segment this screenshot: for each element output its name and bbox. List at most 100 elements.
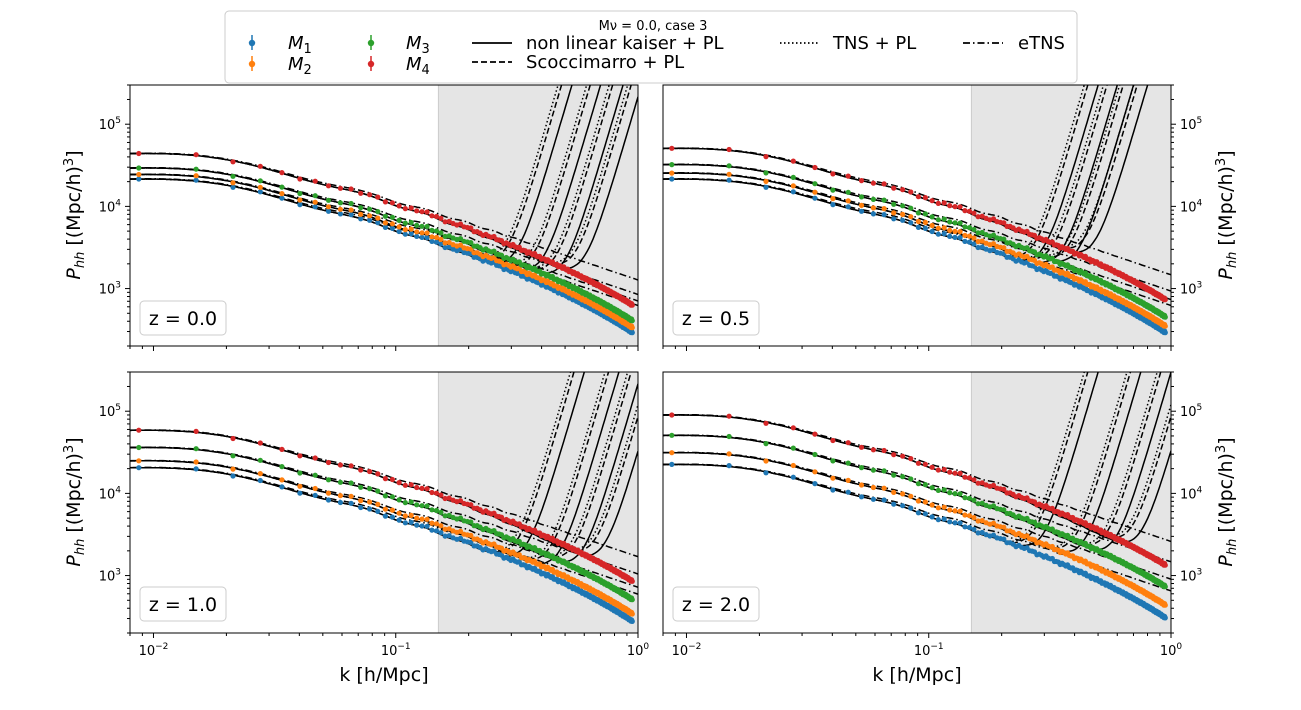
data-point-m4 xyxy=(337,185,343,191)
data-point-m3 xyxy=(367,206,373,212)
data-point-m3 xyxy=(408,219,414,226)
data-point-m4 xyxy=(941,466,947,473)
data-point-m3 xyxy=(915,481,922,487)
data-point-m1 xyxy=(375,220,381,226)
data-point-m1 xyxy=(402,231,408,237)
legend-marker-m3 xyxy=(367,39,375,47)
data-point-m4 xyxy=(468,502,474,508)
y-tick-label: 105 xyxy=(99,403,121,420)
data-point-m2 xyxy=(414,229,420,235)
y-tick-label: 104 xyxy=(99,198,122,215)
legend-marker-m4 xyxy=(367,60,375,68)
data-point-m3 xyxy=(966,495,973,501)
data-point-m1 xyxy=(908,220,914,226)
data-point-m4 xyxy=(408,482,414,488)
data-point-m2 xyxy=(382,506,388,512)
data-point-m1 xyxy=(396,228,402,235)
data-point-m1 xyxy=(257,189,263,195)
data-point-m3 xyxy=(257,178,263,184)
data-point-m4 xyxy=(375,471,381,477)
data-point-m3 xyxy=(922,482,929,488)
model-curve-dotted-m3 xyxy=(663,85,1121,257)
data-point-m1 xyxy=(870,496,877,502)
data-point-m3 xyxy=(468,240,474,246)
data-point-m3 xyxy=(669,432,675,438)
data-point-m1 xyxy=(858,208,865,214)
data-point-m2 xyxy=(408,226,414,232)
data-point-m2 xyxy=(279,477,285,483)
data-point-m1 xyxy=(325,208,332,214)
data-point-m2 xyxy=(325,490,332,496)
data-point-m4 xyxy=(414,484,420,491)
data-point-m3 xyxy=(870,196,877,202)
data-point-m1 xyxy=(830,487,836,493)
data-point-m1 xyxy=(1001,536,1007,542)
data-point-m1 xyxy=(845,489,851,495)
y-tick-label: 103 xyxy=(1180,281,1202,298)
data-point-m3 xyxy=(790,174,796,180)
y-axis-label-bottom-right: Phh [(Mpc/h)3] xyxy=(1214,437,1240,566)
data-point-m3 xyxy=(402,500,408,506)
redshift-label: z = 1.0 xyxy=(149,594,217,616)
data-point-m3 xyxy=(257,457,263,463)
data-point-m4 xyxy=(929,464,935,470)
data-point-m2 xyxy=(297,197,303,203)
data-point-m4 xyxy=(763,154,769,160)
data-point-m4 xyxy=(870,180,877,186)
data-point-m4 xyxy=(438,492,444,498)
redshift-label: z = 2.0 xyxy=(682,594,750,616)
data-point-m4 xyxy=(990,482,997,488)
data-point-m2 xyxy=(402,513,408,519)
svg-text:non linear kaiser + PL: non linear kaiser + PL xyxy=(526,33,724,54)
data-point-m2 xyxy=(975,518,981,524)
data-point-m2 xyxy=(908,214,914,220)
data-point-m1 xyxy=(726,463,732,469)
data-point-m4 xyxy=(382,476,388,482)
redshift-label-box xyxy=(139,586,227,622)
data-point-m4 xyxy=(979,213,985,219)
data-point-m4 xyxy=(975,480,981,486)
data-point-m2 xyxy=(396,224,402,230)
data-point-m4 xyxy=(402,206,408,212)
data-point-m2 xyxy=(952,228,958,234)
model-curve-dotted-m1 xyxy=(663,372,1086,543)
data-point-m1 xyxy=(845,204,851,210)
legend-series-m4: M4 xyxy=(367,54,430,78)
model-curve-dashdot-m4 xyxy=(663,413,1171,543)
data-point-m1 xyxy=(962,238,968,244)
data-point-m2 xyxy=(457,242,464,248)
data-point-m1 xyxy=(971,241,977,247)
legend-series-m2: M2 xyxy=(248,54,312,78)
data-point-m1 xyxy=(358,504,364,511)
legend-series-m3: M3 xyxy=(367,33,430,57)
data-point-m4 xyxy=(375,194,381,200)
redshift-label-box xyxy=(139,300,227,336)
data-point-m4 xyxy=(438,215,444,221)
data-point-m4 xyxy=(908,456,914,462)
data-point-m3 xyxy=(433,507,440,514)
data-point-m4 xyxy=(325,459,332,466)
data-point-m4 xyxy=(915,194,922,200)
data-point-m4 xyxy=(629,578,635,584)
data-point-m3 xyxy=(312,472,318,478)
data-point-m4 xyxy=(941,200,947,206)
data-point-m2 xyxy=(845,198,851,204)
model-curve-dotted-m4 xyxy=(663,85,1135,248)
panel-z2: 10−2 10−1 100 103 104 105 z = 2.0 xyxy=(662,371,1203,659)
data-point-m2 xyxy=(312,485,318,492)
panel-z0: 103 104 105 z = 0.0 xyxy=(99,84,639,351)
data-point-m1 xyxy=(358,216,364,222)
data-point-m1 xyxy=(382,513,388,519)
data-point-m1 xyxy=(881,497,887,503)
data-point-m2 xyxy=(971,515,977,521)
data-point-m2 xyxy=(790,183,796,189)
data-point-m2 xyxy=(382,220,388,226)
data-point-m3 xyxy=(941,487,947,493)
data-point-m3 xyxy=(414,222,420,228)
data-point-m1 xyxy=(429,238,435,244)
data-point-m1 xyxy=(337,211,343,217)
data-point-m2 xyxy=(881,485,887,491)
data-point-m1 xyxy=(908,505,914,511)
data-point-m1 xyxy=(975,530,981,536)
data-point-m2 xyxy=(669,170,675,176)
